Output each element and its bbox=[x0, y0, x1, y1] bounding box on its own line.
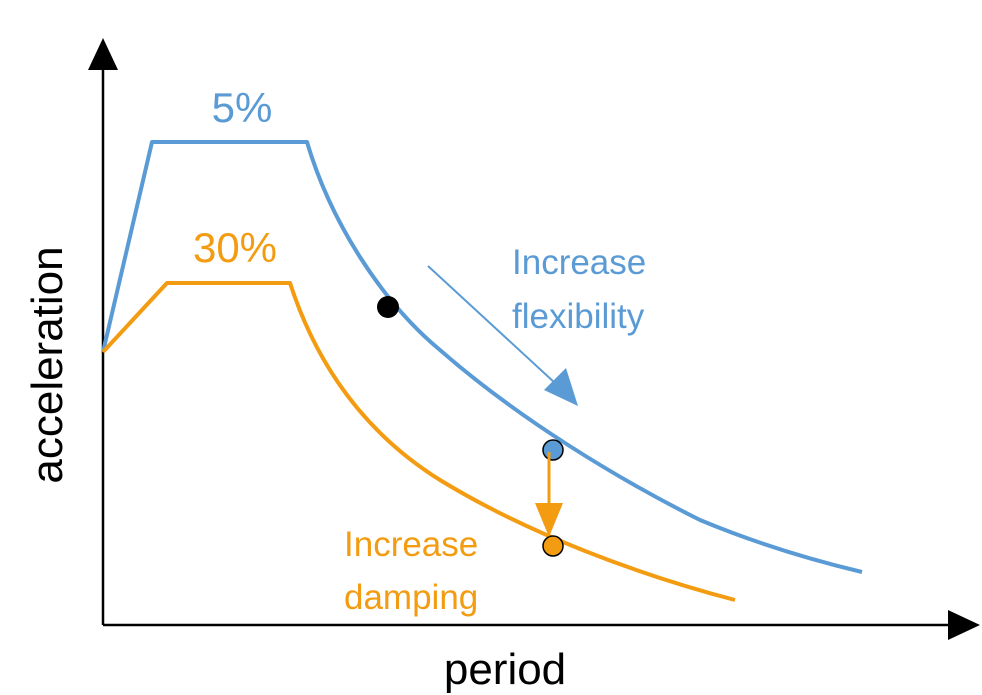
label-30-percent: 30% bbox=[193, 224, 277, 271]
damped-point bbox=[542, 535, 564, 557]
curve-30-percent bbox=[101, 281, 736, 602]
y-axis-arrowhead bbox=[88, 38, 118, 70]
damping-text-line2: damping bbox=[344, 578, 478, 617]
flexibility-arrowhead bbox=[544, 368, 578, 406]
initial-point bbox=[377, 296, 399, 318]
x-axis-label: period bbox=[444, 645, 566, 694]
flexibility-arrow-shaft bbox=[427, 265, 556, 384]
damping-text-line1: Increase bbox=[344, 525, 478, 564]
flexible-point bbox=[542, 439, 564, 461]
damping-arrowhead bbox=[535, 503, 563, 537]
flexibility-text-line1: Increase bbox=[512, 243, 646, 282]
flexibility-text-line2: flexibility bbox=[512, 297, 645, 336]
label-5-percent: 5% bbox=[212, 84, 273, 131]
curve-5-percent bbox=[101, 140, 863, 574]
x-axis-arrowhead bbox=[948, 610, 980, 640]
y-axis-label: acceleration bbox=[23, 246, 72, 483]
